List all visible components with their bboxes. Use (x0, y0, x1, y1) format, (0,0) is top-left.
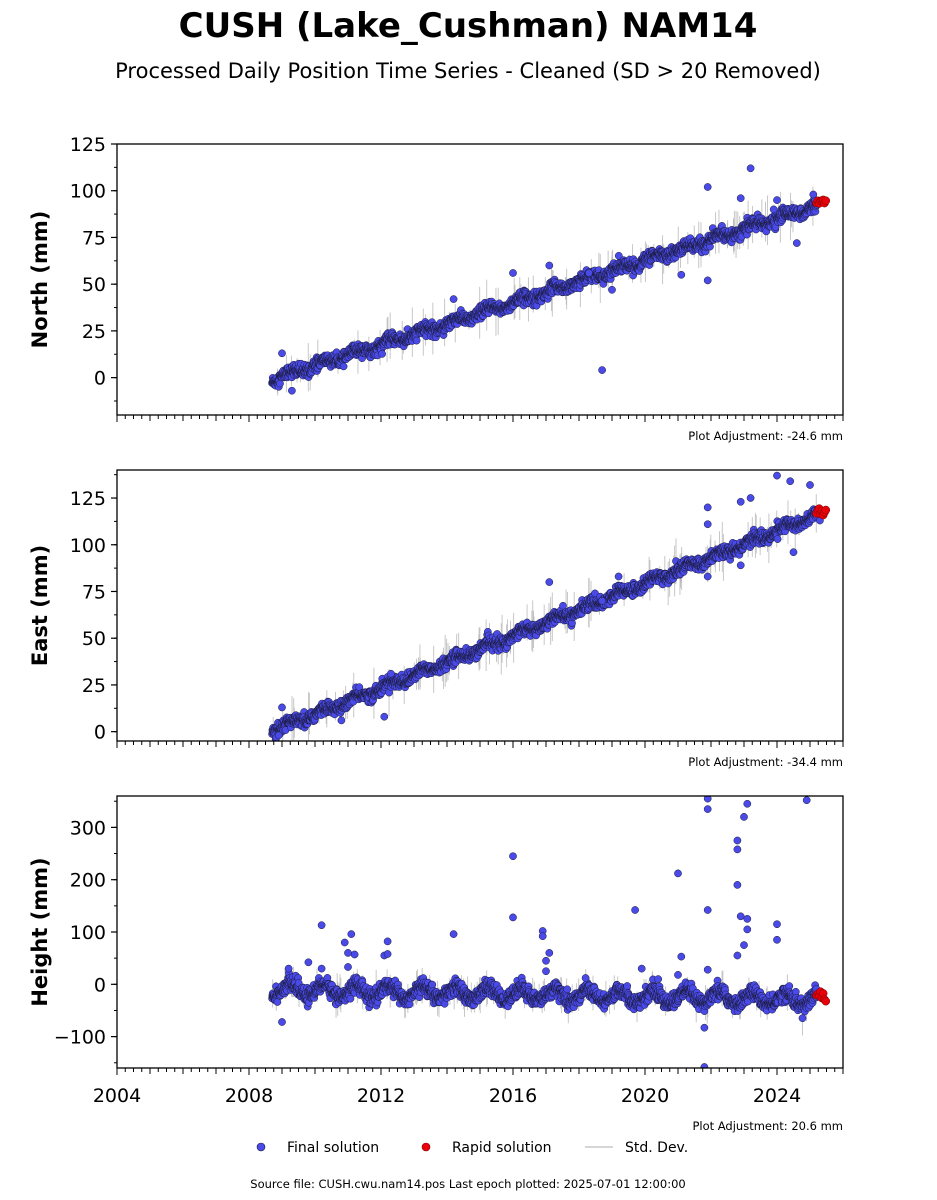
y-tick-label: 125 (70, 134, 106, 156)
plot-adjustment-note: Plot Adjustment: -34.4 mm (688, 755, 843, 769)
final-point (378, 350, 386, 358)
y-tick-label: 0 (94, 368, 106, 390)
final-points (268, 164, 821, 395)
final-point-outlier (288, 386, 296, 395)
final-point-outlier (677, 270, 686, 279)
y-tick-label: 100 (70, 181, 106, 203)
y-tick-label: 50 (82, 628, 106, 650)
final-point-outlier (736, 194, 745, 203)
rapid-point (821, 196, 831, 205)
plot-area (268, 796, 831, 1068)
final-point-outlier (278, 349, 286, 358)
y-tick-label: 50 (82, 274, 106, 296)
plot-area (268, 164, 831, 396)
y-tick-label: 0 (94, 722, 106, 744)
y-axis-label: North (mm) (28, 211, 52, 349)
final-point-outlier (337, 716, 346, 725)
final-point-outlier (746, 164, 755, 173)
final-point-outlier (703, 183, 712, 191)
final-point (339, 362, 348, 371)
final-points (268, 796, 821, 1068)
y-axis-label: East (mm) (28, 545, 52, 666)
final-point-outlier (387, 669, 395, 678)
y-tick-label: 125 (70, 488, 106, 510)
y-tick-label: 25 (82, 675, 106, 697)
final-point-outlier (509, 269, 517, 277)
plot-area (268, 471, 831, 741)
final-point-outlier (598, 596, 606, 605)
final-point-outlier (585, 269, 593, 277)
final-point-outlier (786, 477, 795, 486)
final-point-outlier (736, 497, 745, 506)
final-point-outlier (806, 481, 814, 489)
panel-1: 125 100 75 50 25 0 North (mm) Plot Adjustment: … (28, 134, 844, 443)
final-point (773, 535, 782, 543)
axes-frame (116, 143, 844, 416)
plot-adjustment-note: Plot Adjustment: -24.6 mm (688, 429, 843, 443)
final-point-outlier (789, 548, 798, 557)
y-tick-label: 25 (82, 321, 106, 343)
axes-frame (116, 469, 844, 742)
final-point (559, 601, 567, 610)
y-tick-label: 100 (70, 535, 106, 557)
y-tick-label: 75 (82, 581, 106, 603)
final-point-outlier (773, 196, 781, 204)
final-point-outlier (703, 520, 712, 529)
final-point-outlier (736, 561, 745, 570)
final-point-outlier (773, 471, 781, 480)
final-point-outlier (449, 295, 458, 303)
rapid-point (821, 505, 831, 515)
final-point-outlier (274, 731, 283, 740)
final-point-outlier (380, 712, 389, 721)
y-tick-label: 75 (82, 227, 106, 249)
rapid-points (812, 195, 831, 208)
final-point-outlier (746, 494, 755, 502)
chart-title: CUSH (Lake_Cushman) NAM14 (179, 6, 758, 46)
final-points (268, 471, 824, 741)
final-point-outlier (703, 503, 712, 512)
final-point-outlier (598, 366, 606, 374)
final-point (346, 994, 355, 1003)
final-point-outlier (608, 285, 616, 294)
final-point-outlier (792, 239, 801, 247)
panels: 125 100 75 50 25 0 North (mm) Plot Adjustment: … (28, 134, 844, 1133)
final-point-outlier (703, 572, 712, 581)
final-point (412, 336, 421, 345)
final-point-outlier (545, 578, 554, 586)
final-point-outlier (809, 190, 818, 199)
chart-subtitle: Processed Daily Position Time Series - C… (115, 59, 821, 83)
final-point-outlier (545, 261, 554, 270)
final-point-outlier (614, 572, 623, 581)
final-point (276, 379, 284, 388)
rapid-points (812, 504, 831, 520)
final-point-outlier (703, 276, 712, 285)
final-point (614, 251, 623, 260)
panel-2: 125 100 75 50 25 0 East (mm) Plot Adjustment: -… (28, 469, 844, 769)
final-point-outlier (769, 205, 778, 214)
final-point-outlier (278, 703, 286, 712)
